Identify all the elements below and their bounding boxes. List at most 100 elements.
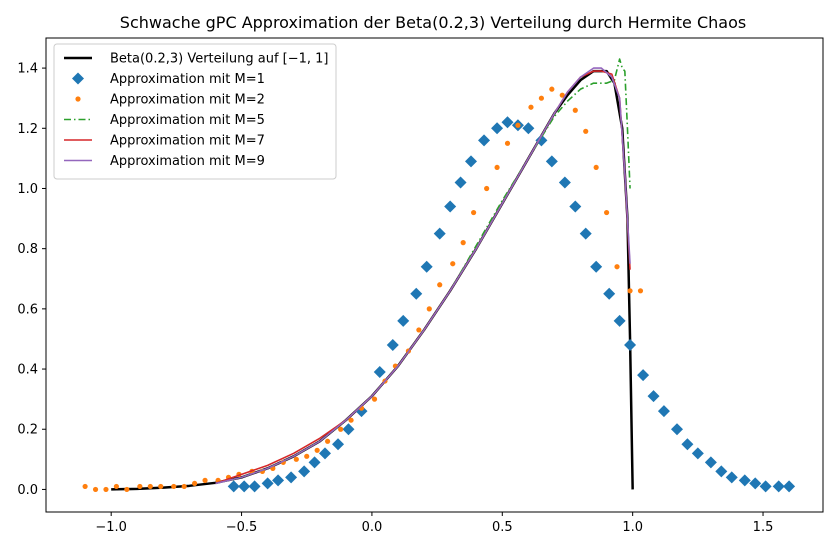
series-3-point: [147, 483, 153, 490]
x-tick-label: 0.0: [362, 520, 383, 535]
y-tick-label: 0.6: [17, 302, 38, 317]
y-tick-label: 1.2: [17, 122, 38, 137]
series-2-point: [691, 447, 704, 460]
series-2-point: [465, 155, 478, 168]
series-3-point: [559, 92, 565, 98]
series-3-point: [637, 288, 644, 294]
series-2-point: [444, 200, 457, 213]
series-3-point: [603, 209, 610, 216]
series-3-point: [158, 483, 164, 490]
y-tick-label: 1.0: [17, 182, 38, 197]
series-3-point: [515, 122, 521, 128]
series-3-point: [113, 483, 119, 490]
series-2-point: [272, 474, 285, 487]
series-3-point: [293, 456, 299, 462]
series-2-point: [342, 423, 355, 436]
series-3-point: [92, 486, 99, 493]
series-2-point: [501, 116, 514, 129]
series-3-point: [471, 209, 477, 216]
x-tick-label: −1.0: [95, 520, 127, 535]
y-tick-label: 0.8: [17, 242, 38, 257]
series-2-point: [478, 134, 491, 147]
series-2-point: [298, 465, 311, 478]
series-3-point: [304, 453, 310, 459]
series-3-point: [181, 483, 187, 490]
series-2-point: [637, 369, 650, 382]
series-3-point: [504, 140, 511, 146]
series-3-point: [348, 417, 354, 423]
axes-frame: [45, 37, 824, 513]
series-2-point: [569, 200, 582, 213]
series-2-point: [410, 287, 423, 300]
y-tick-label: 0.0: [17, 483, 38, 498]
series-2-point: [420, 260, 433, 273]
series-2-point: [749, 477, 762, 490]
legend-box: [53, 43, 337, 180]
series-3-point: [528, 104, 534, 110]
series-2-point: [603, 287, 616, 300]
legend-entry-4: Approximation mit M=5: [64, 113, 265, 128]
legend-entry-3: Approximation mit M=2: [75, 93, 265, 108]
series-6-line: [215, 67, 631, 485]
legend-label: Approximation mit M=9: [110, 154, 265, 169]
series-2-point: [759, 480, 772, 493]
series-2-point: [657, 405, 670, 418]
series-3-point: [426, 306, 432, 312]
legend-entry-1: Beta(0.2,3) Verteilung auf [−1, 1]: [64, 52, 329, 67]
series-2-point: [545, 155, 558, 168]
series-2-point: [624, 338, 637, 351]
series-2-point: [332, 438, 345, 451]
series-3-point: [103, 486, 109, 493]
series-3-point: [450, 261, 456, 267]
series-2-point: [772, 480, 785, 493]
series-2-point: [558, 176, 571, 189]
series-2-point: [647, 390, 660, 403]
series-3-point: [314, 447, 320, 453]
series-3-point: [437, 282, 443, 288]
x-tick-label: 0.5: [492, 520, 513, 535]
legend: Beta(0.2,3) Verteilung auf [−1, 1] Approx…: [53, 43, 337, 180]
series-2-point: [373, 366, 386, 379]
data-layer: [82, 58, 796, 493]
x-tick-label: −0.5: [226, 520, 258, 535]
series-2-point: [386, 338, 399, 351]
y-tick-label: 0.2: [17, 423, 38, 438]
legend-entry-2: Approximation mit M=1: [72, 72, 265, 87]
series-2-point: [433, 227, 446, 240]
series-2-point: [454, 176, 467, 189]
series-3-point: [202, 477, 208, 483]
series-3-point: [593, 164, 599, 171]
series-2-point: [318, 447, 331, 460]
series-2-point: [613, 314, 626, 327]
series-2-point: [590, 260, 603, 273]
legend-diamond-swatch: [72, 72, 84, 85]
series-3-point: [494, 164, 500, 171]
series-3-point: [460, 240, 466, 246]
series-3-point: [416, 327, 422, 333]
legend-label: Approximation mit M=5: [110, 113, 265, 128]
legend-label: Beta(0.2,3) Verteilung auf [−1, 1]: [110, 52, 329, 67]
series-2-point: [397, 314, 410, 327]
series-3-point: [324, 438, 331, 444]
series-2-point: [285, 471, 298, 484]
series-2-point: [681, 438, 694, 451]
series-2-point: [670, 423, 683, 436]
series-3-point: [583, 128, 589, 134]
series-3-point: [627, 288, 633, 294]
series-3-point: [371, 396, 378, 402]
series-2-point: [738, 474, 751, 487]
series-3-point: [82, 483, 88, 490]
series-3-point: [614, 264, 620, 270]
y-tick-label: 0.4: [17, 363, 38, 378]
series-2-point: [238, 480, 251, 493]
series-3: [82, 86, 644, 493]
series-6: [215, 67, 631, 485]
series-3-point: [124, 486, 130, 493]
series-3-point: [171, 483, 177, 490]
series-3-point: [192, 480, 198, 487]
legend-entry-6: Approximation mit M=9: [64, 154, 265, 169]
x-tick-label: 1.5: [753, 520, 774, 535]
series-3-point: [137, 483, 143, 490]
